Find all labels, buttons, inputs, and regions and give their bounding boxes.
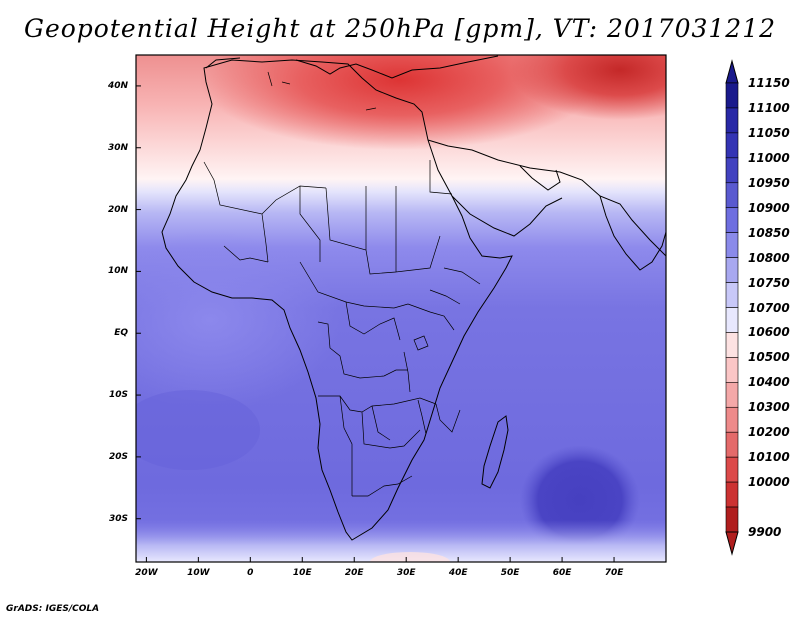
colorbar-swatch [725,506,739,533]
country-borders [203,71,481,497]
lat-label: 30N [107,142,128,153]
colorbar-level-label: 10400 [748,375,790,390]
africa-coastline [161,59,513,541]
footer-credit: GrADS: IGES/COLA [6,604,100,614]
colorbar-swatch [725,307,739,333]
map-frame [135,54,667,563]
colorbar-level-label: 11050 [748,125,790,140]
lon-label: 0 [247,568,254,578]
colorbar-level-label: 10900 [748,200,790,215]
colorbar-swatch [725,182,739,209]
colorbar-level-label: 10500 [748,350,790,365]
colorbar-level-label: 10200 [748,425,790,440]
colorbar-swatch [725,382,739,408]
coastlines [161,55,666,541]
lat-label: 10S [108,390,128,401]
colorbar-top-arrow [725,59,739,84]
colorbar-level-label: 10800 [748,250,790,265]
colorbar-swatch [725,207,739,233]
colorbar-level-label: 9900 [748,525,782,539]
lon-label: 20E [344,568,364,578]
arabia-coast [427,139,666,257]
colorbar-swatch [725,107,739,134]
lat-label: 10N [107,266,128,277]
lon-label: 30E [396,568,416,578]
colorbar-swatch [725,456,739,483]
lon-label: 10E [292,568,312,578]
chart-title: Geopotential Height at 250hPa [gpm], VT:… [23,14,777,43]
colorbar-swatch [725,157,739,184]
colorbar-level-label: 10950 [748,175,790,190]
colorbar-swatch [725,357,739,383]
colorbar-swatch [725,82,739,109]
colorbar-level-label: 10750 [748,275,790,290]
lat-label: 40N [107,80,128,91]
colorbar-swatch [725,332,739,358]
lat-label: 20S [108,451,128,462]
madagascar [481,415,509,489]
colorbar-swatch [725,232,739,258]
colorbar-level-label: 10000 [748,475,790,490]
colorbar-swatch [725,406,739,433]
lon-label: 50E [500,568,520,578]
lon-label: 20W [135,568,158,578]
colorbar-level-label: 11100 [748,100,790,115]
lat-label: 20N [107,204,128,215]
lat-label: 30S [108,513,128,524]
lon-label: 10W [187,568,210,578]
colorbar-swatch [725,481,739,508]
persian-gulf [519,165,561,191]
colorbar-level-label: 11150 [748,76,790,90]
colorbar-swatch [725,132,739,159]
lon-label: 40E [448,568,468,578]
colorbar-level-label: 11000 [748,150,790,165]
india-coast [599,195,666,271]
lake-victoria [413,335,429,351]
lon-label: 60E [552,568,572,578]
lon-label: 70E [604,568,624,578]
colorbar-level-label: 10300 [748,400,790,415]
colorbar-swatch [725,282,739,308]
europe-coast [205,55,499,79]
border-lines [203,160,481,497]
axis-ticks [136,85,615,562]
great-lakes [403,351,427,435]
colorbar-swatch [725,257,739,283]
colorbar-level-label: 10600 [748,325,790,340]
height-field [136,55,666,562]
mediterranean-islands [267,71,377,111]
colorbar-bottom-arrow [725,531,739,556]
colorbar-swatch [725,431,739,458]
colorbar-level-label: 10100 [748,450,790,465]
colorbar-level-label: 10850 [748,225,790,240]
colorbar-level-label: 10700 [748,300,790,315]
lat-label: EQ [114,328,128,339]
